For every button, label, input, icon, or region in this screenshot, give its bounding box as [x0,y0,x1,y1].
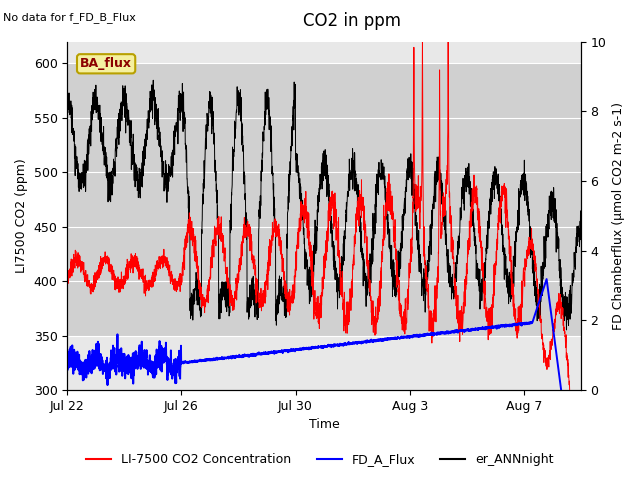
Y-axis label: FD Chamberflux (μmol CO2 m-2 s-1): FD Chamberflux (μmol CO2 m-2 s-1) [612,102,625,330]
Y-axis label: LI7500 CO2 (ppm): LI7500 CO2 (ppm) [15,158,28,273]
X-axis label: Time: Time [308,419,339,432]
Text: CO2 in ppm: CO2 in ppm [303,12,401,30]
Text: BA_flux: BA_flux [80,57,132,70]
Bar [67,63,581,336]
Legend: LI-7500 CO2 Concentration, FD_A_Flux, er_ANNnight: LI-7500 CO2 Concentration, FD_A_Flux, er… [81,448,559,471]
Text: No data for f_FD_B_Flux: No data for f_FD_B_Flux [3,12,136,23]
